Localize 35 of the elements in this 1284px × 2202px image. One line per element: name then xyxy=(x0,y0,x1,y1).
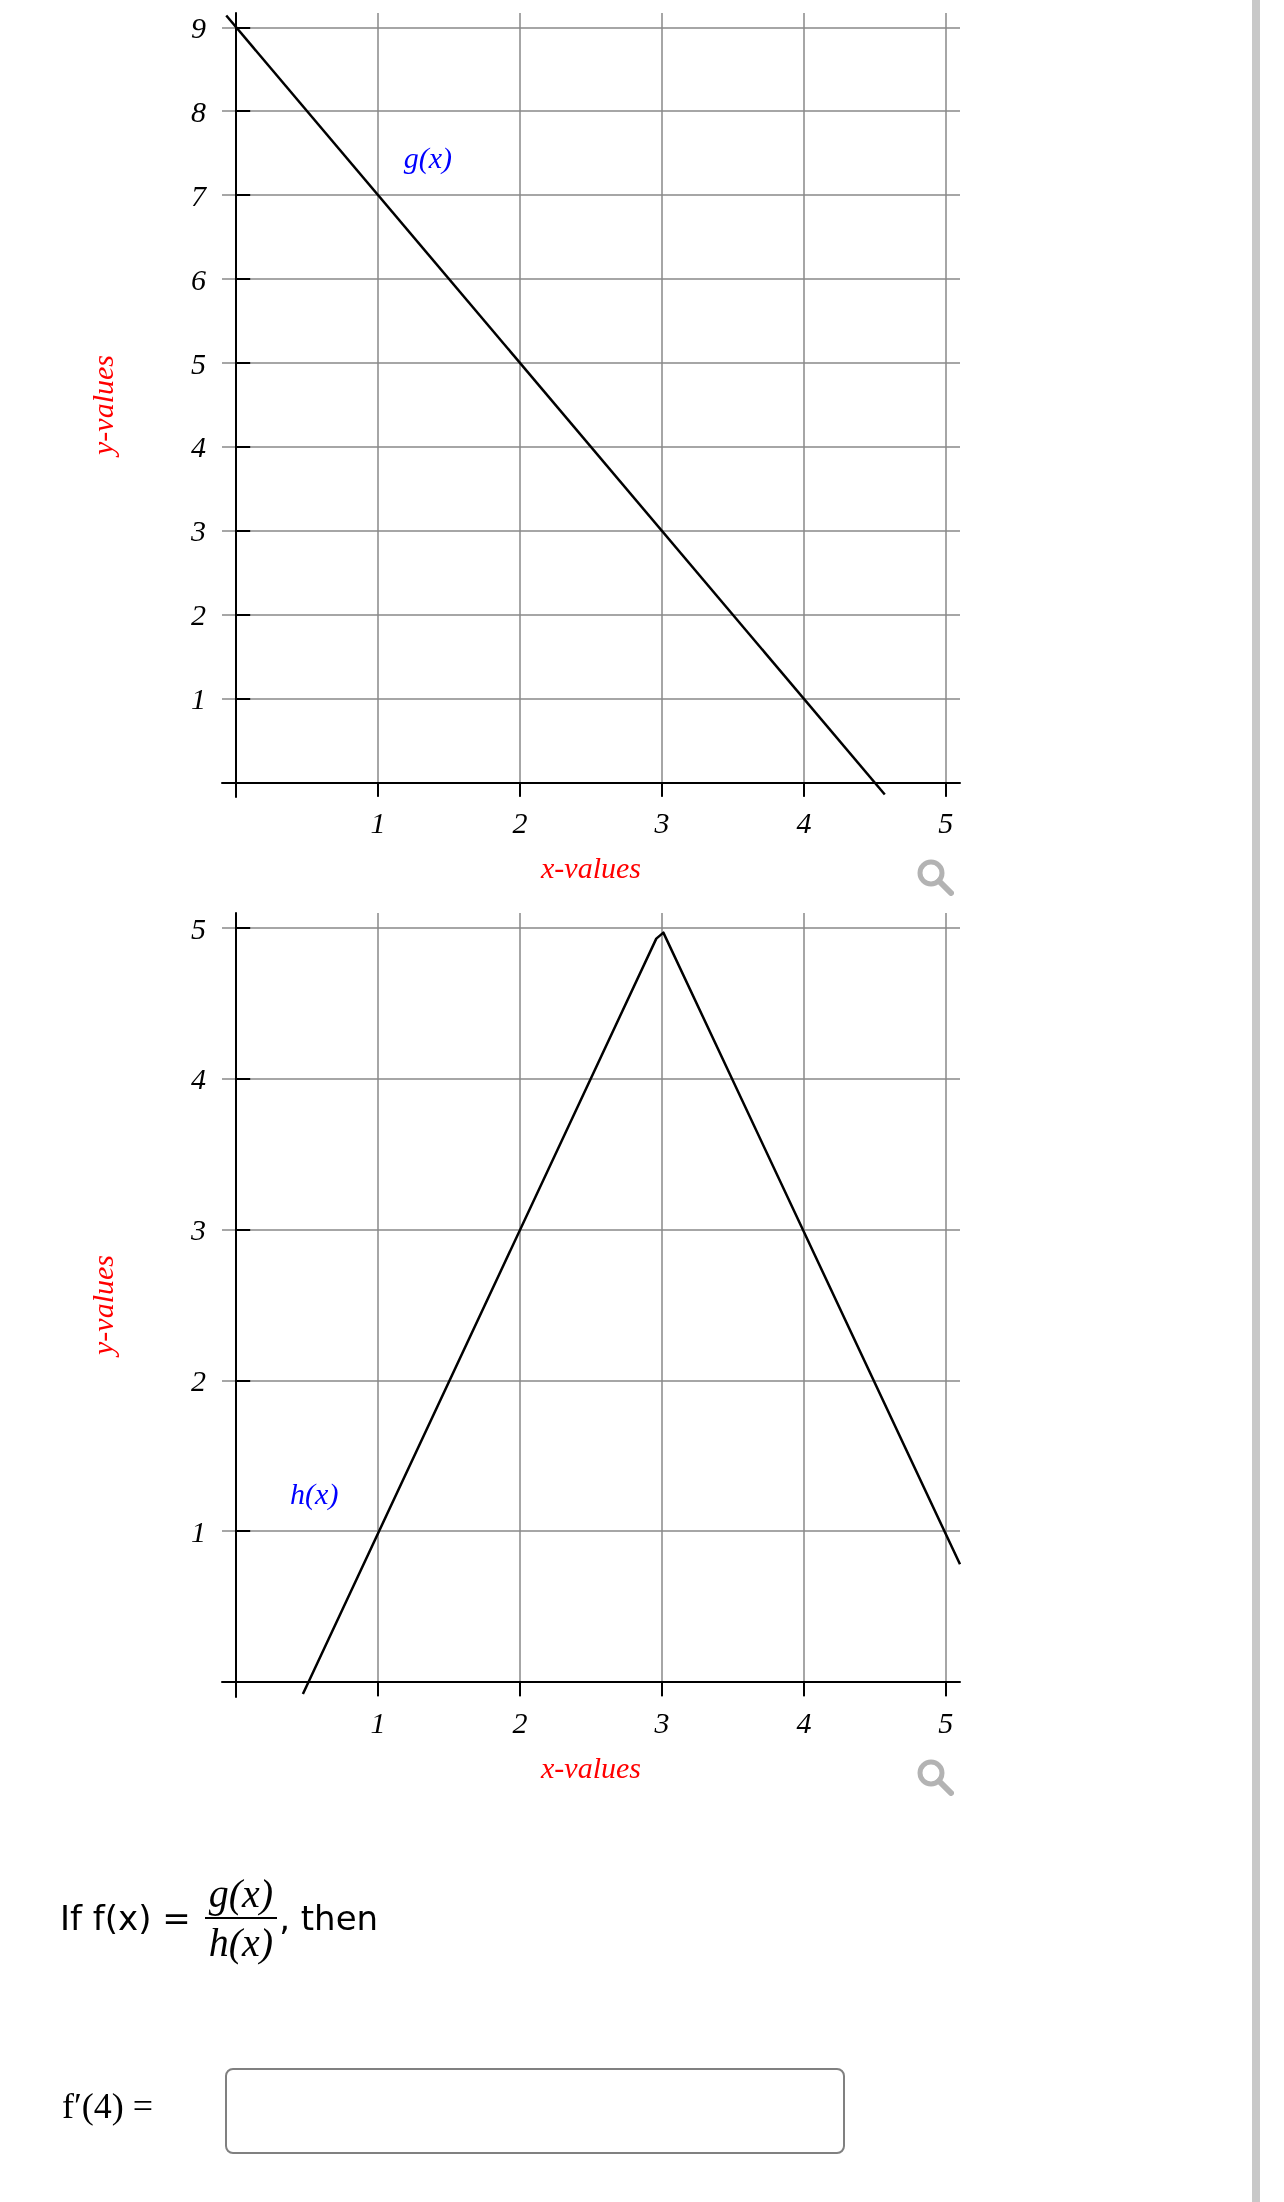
y-tick-label: 9 xyxy=(191,10,206,44)
y-tick-label: 5 xyxy=(191,346,206,380)
y-tick-label: 1 xyxy=(191,1514,206,1548)
x-tick-label: 5 xyxy=(938,805,954,839)
y-tick-label: 8 xyxy=(191,94,206,128)
y-tick-label: 7 xyxy=(191,178,208,212)
text: h(x) xyxy=(208,1919,274,1966)
text: , then xyxy=(279,1898,379,1938)
y-axis-title: y-values xyxy=(85,355,119,458)
x-tick-label: 3 xyxy=(653,805,670,839)
x-tick-label: 2 xyxy=(512,1705,528,1739)
y-tick-label: 5 xyxy=(191,911,206,945)
y-tick-label: 1 xyxy=(191,682,206,716)
text: f′(4) = xyxy=(62,2085,154,2127)
x-tick-label: 4 xyxy=(796,1705,812,1739)
series-label: h(x) xyxy=(290,1476,339,1511)
y-tick-label: 2 xyxy=(191,1363,206,1397)
y-tick-label: 4 xyxy=(191,1062,206,1096)
x-tick-label: 1 xyxy=(370,805,386,839)
y-axis-title: y-values xyxy=(85,1255,119,1358)
y-tick-label: 2 xyxy=(191,598,206,632)
text: g(x) xyxy=(204,1870,278,1919)
x-tick-label: 5 xyxy=(938,1705,954,1739)
x-tick-label: 2 xyxy=(512,805,528,839)
x-axis-title: x-values xyxy=(540,1750,641,1784)
y-tick-label: 6 xyxy=(191,262,206,296)
x-axis-title: x-values xyxy=(540,850,641,884)
y-tick-label: 4 xyxy=(191,430,206,464)
x-tick-label: 1 xyxy=(370,1705,386,1739)
series-label: g(x) xyxy=(403,140,452,175)
text: If f(x) = xyxy=(60,1898,191,1938)
y-tick-label: 3 xyxy=(190,514,206,548)
x-tick-label: 3 xyxy=(653,1705,670,1739)
y-tick-label: 3 xyxy=(190,1213,206,1247)
x-tick-label: 4 xyxy=(796,805,812,839)
